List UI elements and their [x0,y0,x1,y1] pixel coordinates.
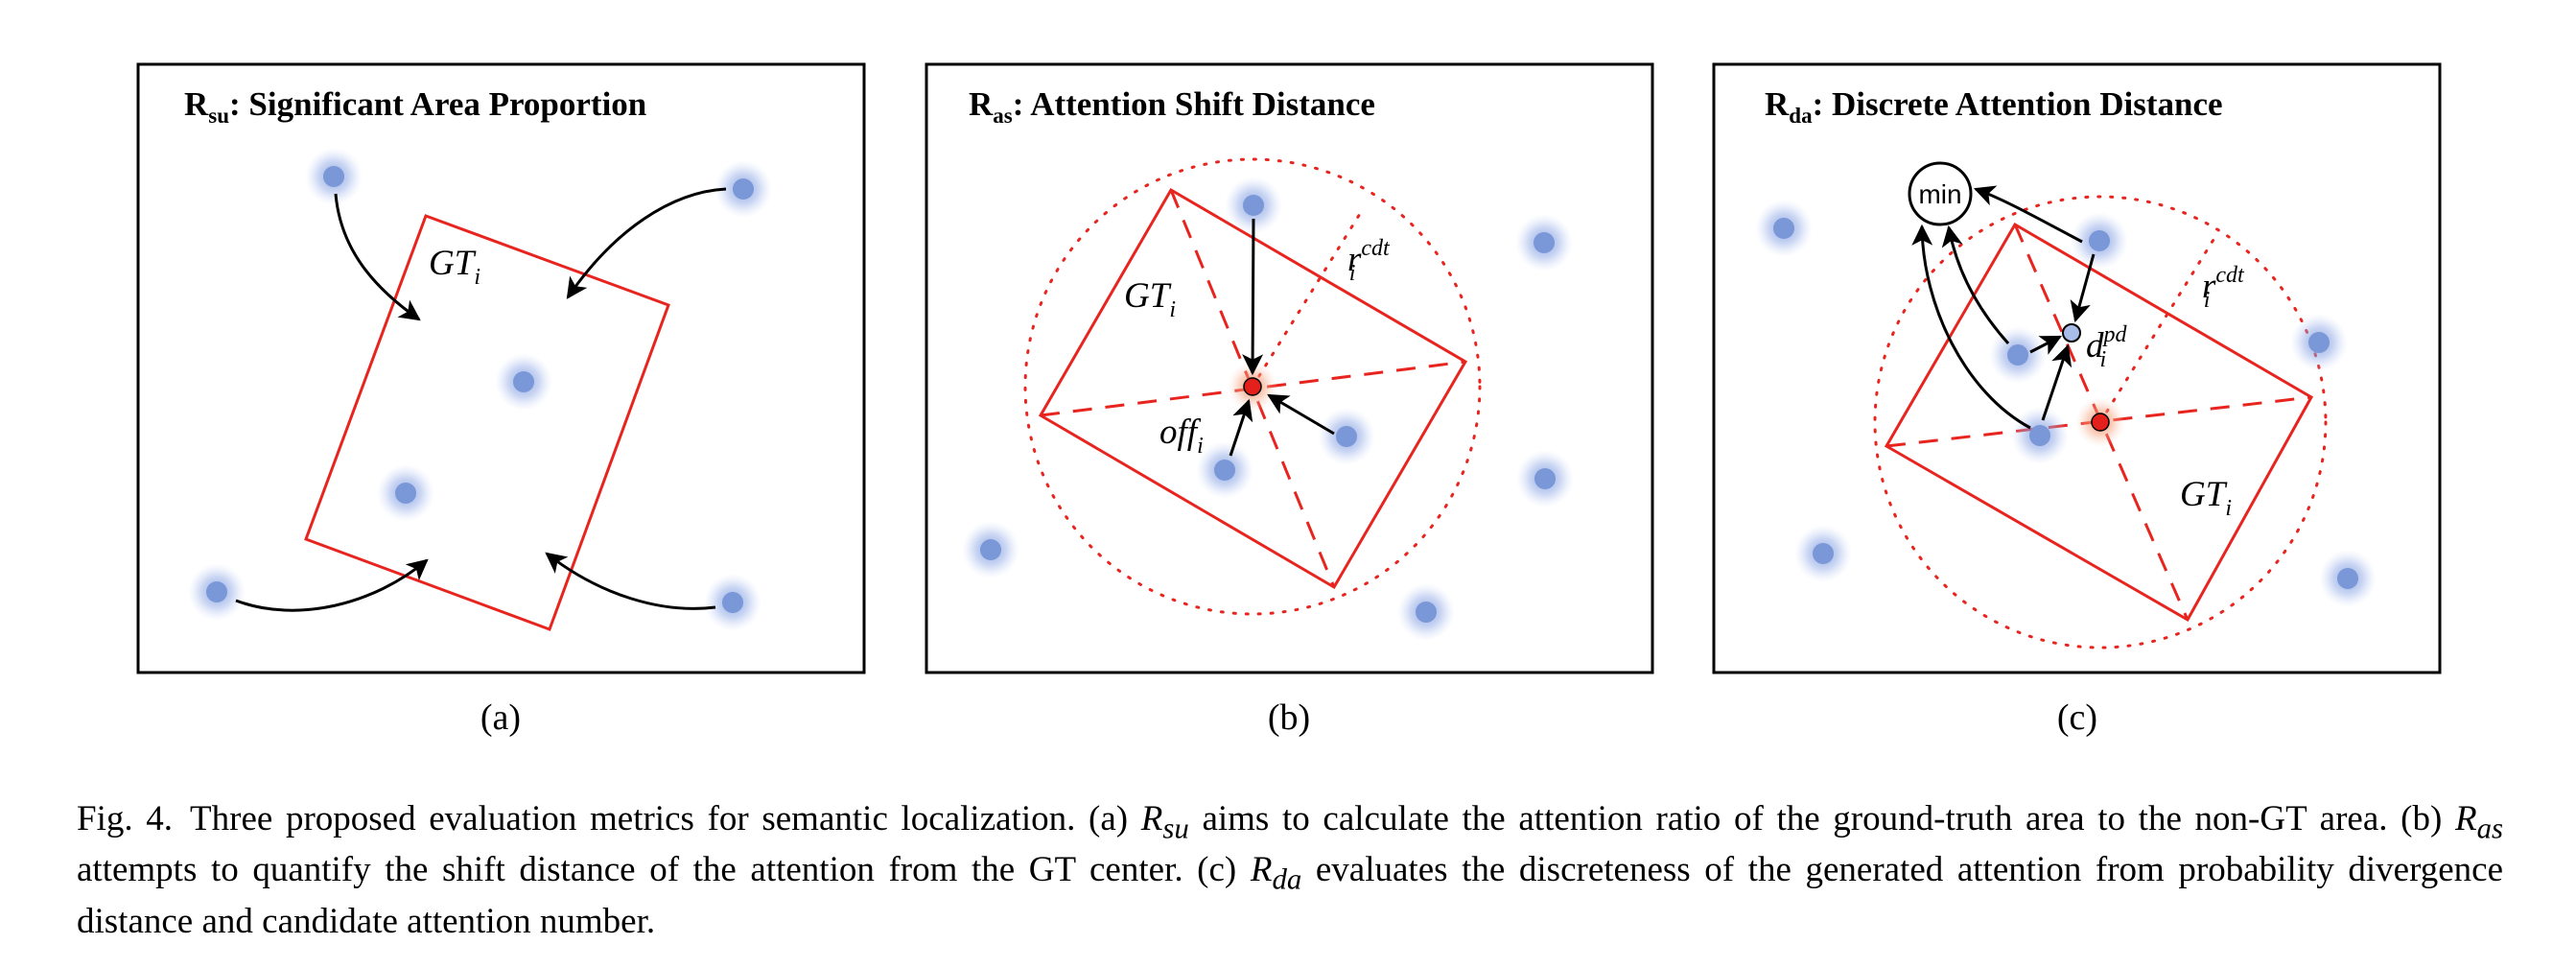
radius-label-b: rcdt i [1347,236,1391,286]
arrow [1267,393,1335,436]
arrow [1973,185,2083,244]
attention-point [513,371,534,392]
pd-point-c [2062,323,2081,342]
attention-point [733,178,754,200]
arrow [334,193,421,321]
attention-points-a [188,148,772,631]
attention-point [2007,344,2028,366]
caption-figure-label: Fig. 4. [77,799,174,838]
caption-metric-su: Rsu [1140,799,1189,845]
gt-label-c: GTi [2180,475,2232,521]
arrow [1911,224,2031,430]
candidate-circle-c [1873,195,2328,649]
arrows-a [235,187,727,612]
distance-label-c: dpd i [2086,322,2128,372]
attention-point [2337,568,2358,589]
gt-diagonal [2013,224,2190,621]
offset-label-b: offi [1159,413,1204,459]
gt-label-a: GTi [429,244,480,290]
caption-text: aims to calculate the attention ratio of… [1188,799,2455,838]
panel-c-title: Rda: Discrete Attention Distance [1765,85,2223,128]
attention-points-c [1755,200,2377,607]
arrow [545,552,716,610]
attention-point [1813,543,1834,564]
attention-point [2089,230,2110,251]
panel-b-frame [925,62,1654,674]
panel-a: Rsu: Significant Area Proportion GTi (a) [136,62,866,738]
attention-point [1416,602,1437,623]
panel-a-label: (a) [480,697,521,738]
caption-metric-as: Ras [2454,799,2503,845]
caption-text: evaluates the discreteness of the genera… [77,850,2503,941]
gt-center-point-c [2091,413,2110,432]
panel-c-frame [1712,62,2442,674]
arrow [2029,335,2062,355]
arrow [2041,343,2073,421]
attention-point [1534,468,1556,489]
arrow [566,187,727,299]
arrows-b [1229,218,1335,457]
panel-a-title: Rsu: Significant Area Proportion [184,85,646,128]
gt-box-a [304,214,670,631]
attention-point [206,581,227,602]
attention-point [980,539,1001,560]
radius-line-c [2098,233,2218,424]
candidate-circle-b [1023,157,1482,616]
figure-diagram: Rsu: Significant Area Proportion GTi (a) [136,62,2442,738]
panel-b-label: (b) [1268,697,1310,738]
attention-point [722,592,743,613]
panel-b-title: Ras: Attention Shift Distance [969,85,1375,128]
caption-metric-da: Rda [1250,850,1302,896]
panel-a-frame [136,62,866,674]
gt-label-b: GTi [1124,276,1176,322]
attention-point [1534,232,1555,253]
min-label: min [1918,179,1961,209]
attention-point [1773,218,1794,239]
attention-point [1336,426,1357,447]
caption-text: attempts to quantify the shift distance … [77,850,1251,890]
attention-point [1243,195,1264,216]
radius-line-b [1251,207,1365,389]
attention-point [2029,425,2050,446]
arrows-c [1911,185,2096,430]
caption-text: Three proposed evaluation metrics for se… [190,799,1141,838]
panel-c-label: (c) [2057,697,2097,738]
arrow [235,558,429,612]
attention-points-b [962,177,1574,641]
panel-c: Rda: Discrete Attention Distance GTi rcd… [1712,62,2442,738]
panel-b: Ras: Attention Shift Distance GTi rcdt i … [925,62,1654,738]
figure-caption: Fig. 4. Three proposed evaluation metrics… [77,798,2503,943]
attention-point [2308,332,2330,353]
min-node: min [1908,161,1973,226]
arrow [2070,253,2096,323]
gt-center-point-b [1243,377,1262,396]
min-circle [1908,161,1973,226]
attention-point [395,483,416,504]
arrow [1229,398,1253,457]
attention-point [1214,460,1235,481]
radius-label-c: rcdt i [2202,263,2245,313]
arrow [1941,224,2010,344]
attention-point [323,166,344,187]
